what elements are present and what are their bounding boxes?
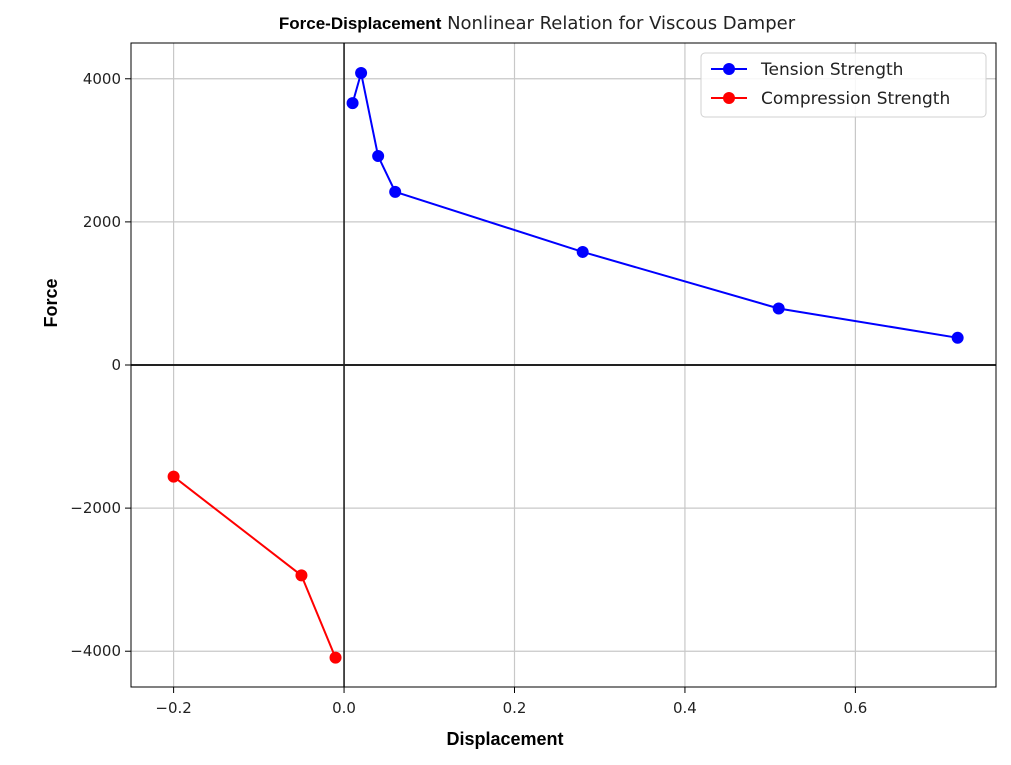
legend-label: Tension Strength: [760, 60, 903, 80]
data-point: [951, 331, 964, 344]
y-tick-label: −4000: [70, 642, 121, 660]
y-ticks: −4000 −2000 0 2000 4000: [70, 70, 131, 660]
series-line: [172, 475, 337, 659]
legend-label: Compression Strength: [761, 89, 950, 109]
data-point: [329, 651, 342, 664]
legend: Tension Strength Compression Strength: [700, 52, 987, 118]
series-layer: [167, 67, 964, 664]
legend-marker: [723, 63, 735, 75]
data-point: [346, 97, 359, 110]
y-tick-label: 4000: [83, 70, 121, 88]
zero-lines: [131, 43, 996, 687]
data-point: [772, 302, 785, 315]
series-tension: [346, 67, 964, 344]
chart-title-rest: Nonlinear Relation for Viscous Damper: [441, 13, 795, 34]
chart-title: Force-Displacement Nonlinear Relation fo…: [279, 13, 796, 34]
data-point: [167, 470, 180, 483]
series-compression: [167, 470, 342, 664]
x-tick-label: 0.0: [332, 699, 356, 717]
data-point: [355, 67, 368, 80]
data-point: [295, 569, 308, 582]
legend-item: Compression Strength: [711, 89, 950, 109]
y-tick-label: −2000: [70, 499, 121, 517]
x-ticks: −0.2 0.0 0.2 0.4 0.6: [155, 687, 867, 717]
y-tick-label: 2000: [83, 213, 121, 231]
x-tick-label: 0.4: [673, 699, 697, 717]
chart-title-bold: Force-Displacement: [279, 14, 442, 33]
x-tick-label: 0.6: [843, 699, 867, 717]
legend-item: Tension Strength: [711, 60, 903, 80]
data-point: [372, 150, 385, 163]
data-point: [389, 185, 402, 198]
y-axis-label: Force: [41, 278, 61, 327]
x-axis-label: Displacement: [446, 729, 563, 749]
data-point: [576, 245, 589, 258]
x-tick-label: −0.2: [155, 699, 191, 717]
legend-marker: [723, 92, 735, 104]
x-tick-label: 0.2: [503, 699, 527, 717]
legend-box: [700, 52, 987, 118]
y-tick-label: 0: [111, 356, 121, 374]
